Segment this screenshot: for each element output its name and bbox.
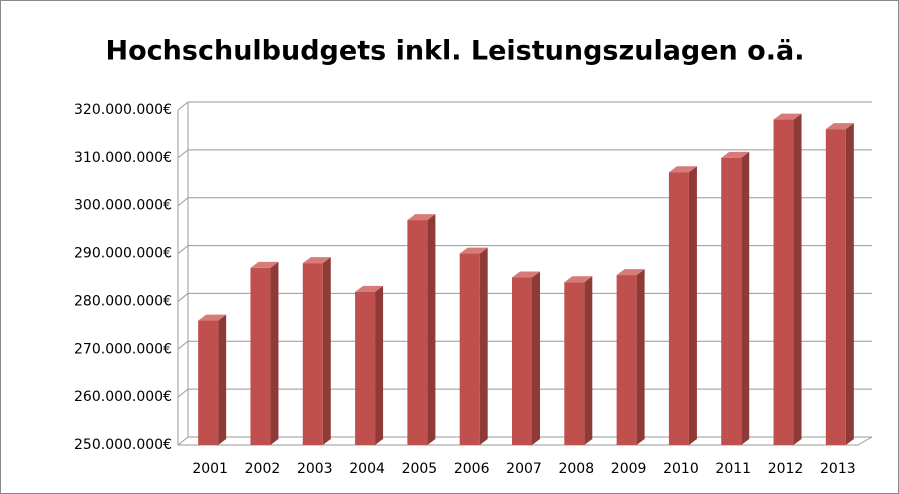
bar-side: [688, 166, 697, 445]
bar-side: [375, 285, 384, 445]
bar: [564, 282, 585, 445]
bar: [198, 320, 219, 445]
y-tick-label: 270.000.000€: [74, 341, 172, 357]
y-tick-label: 310.000.000€: [74, 150, 172, 166]
x-tick-label: 2010: [663, 461, 699, 477]
grid-line: [177, 245, 872, 254]
bar-top: [825, 123, 854, 130]
bar-top: [198, 314, 227, 321]
bar-side: [218, 314, 227, 445]
bar-side: [270, 261, 279, 445]
bar: [512, 277, 532, 445]
y-tick-label: 260.000.000€: [74, 389, 172, 405]
y-tick-label: 290.000.000€: [74, 246, 172, 262]
bar-top: [721, 151, 750, 158]
bar-top: [668, 166, 697, 173]
x-tick-label: 2004: [349, 461, 385, 477]
x-tick-label: 2008: [558, 461, 594, 477]
bar-top: [459, 247, 488, 254]
bar: [668, 172, 689, 445]
bar: [355, 291, 376, 445]
bar: [250, 267, 271, 445]
bar: [825, 129, 846, 445]
x-tick-label: 2003: [297, 461, 333, 477]
x-tick-label: 2011: [715, 461, 751, 477]
bar: [616, 275, 637, 445]
x-tick-label: 2013: [820, 461, 856, 477]
bar-side: [479, 247, 488, 445]
bar-side: [427, 214, 436, 445]
grid-line: [177, 149, 872, 159]
bar: [721, 157, 742, 445]
y-tick-label: 250.000.000€: [74, 437, 172, 453]
bar-side: [532, 271, 540, 445]
bar-top: [616, 269, 645, 276]
bar-top: [512, 271, 540, 278]
bar: [302, 263, 323, 445]
bar-top: [250, 261, 279, 268]
bar-side: [584, 276, 593, 445]
chart-title: Hochschulbudgets inkl. Leistungszulagen …: [106, 36, 805, 67]
bar-side: [322, 257, 331, 445]
bar-top: [302, 257, 331, 264]
bar-side: [845, 123, 854, 446]
y-tick-label: 320.000.000€: [74, 102, 172, 118]
grid-line: [177, 197, 872, 207]
bar-top: [564, 276, 593, 283]
bar-top: [355, 285, 384, 292]
x-tick-label: 2009: [611, 461, 647, 477]
bar-top: [773, 113, 802, 120]
x-tick-label: 2006: [454, 461, 490, 477]
floor-edge: [178, 436, 873, 446]
x-tick-label: 2012: [768, 461, 804, 477]
bar-side: [741, 151, 750, 445]
y-tick-label: 300.000.000€: [74, 198, 172, 214]
x-tick-label: 2007: [506, 461, 542, 477]
grid-line: [177, 101, 872, 111]
bar: [407, 220, 428, 445]
x-tick-label: 2005: [402, 461, 438, 477]
x-tick-label: 2001: [192, 461, 228, 477]
bar: [773, 119, 794, 446]
bar: [459, 253, 480, 445]
bar-side: [793, 113, 802, 446]
x-tick-label: 2002: [245, 461, 281, 477]
y-tick-label: 280.000.000€: [74, 293, 172, 309]
bar-side: [636, 269, 645, 445]
bar-top: [407, 214, 436, 221]
